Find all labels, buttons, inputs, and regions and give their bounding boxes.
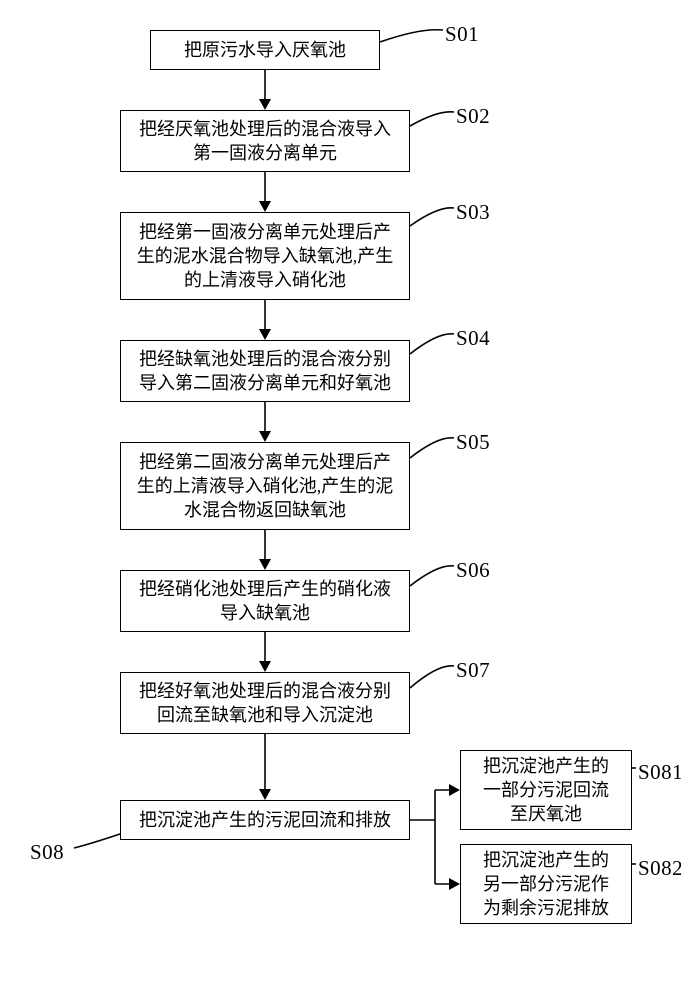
flow-node-n4: 把经缺氧池处理后的混合液分别 导入第二固液分离单元和好氧池 xyxy=(120,340,410,402)
node-text: 把经第二固液分离单元处理后产 生的上清液导入硝化池,产生的泥 水混合物返回缺氧池 xyxy=(137,450,394,523)
node-text: 把沉淀池产生的污泥回流和排放 xyxy=(139,808,391,832)
step-label-S02: S02 xyxy=(456,104,490,129)
flow-node-n1: 把原污水导入厌氧池 xyxy=(150,30,380,70)
flow-node-n3: 把经第一固液分离单元处理后产 生的泥水混合物导入缺氧池,产生 的上清液导入硝化池 xyxy=(120,212,410,300)
flow-node-n6: 把经硝化池处理后产生的硝化液 导入缺氧池 xyxy=(120,570,410,632)
flowchart-canvas: 把原污水导入厌氧池 S01 把经厌氧池处理后的混合液导入 第一固液分离单元 S02 把经… xyxy=(0,0,681,1000)
node-text: 把沉淀池产生的 一部分污泥回流 至厌氧池 xyxy=(483,754,609,827)
flow-node-n5: 把经第二固液分离单元处理后产 生的上清液导入硝化池,产生的泥 水混合物返回缺氧池 xyxy=(120,442,410,530)
step-label-S07: S07 xyxy=(456,658,490,683)
flow-node-n2: 把经厌氧池处理后的混合液导入 第一固液分离单元 xyxy=(120,110,410,172)
step-label-S04: S04 xyxy=(456,326,490,351)
node-text: 把经厌氧池处理后的混合液导入 第一固液分离单元 xyxy=(139,117,391,166)
node-text: 把经好氧池处理后的混合液分别 回流至缺氧池和导入沉淀池 xyxy=(139,679,391,728)
node-text: 把沉淀池产生的 另一部分污泥作 为剩余污泥排放 xyxy=(483,848,609,921)
step-label-S05: S05 xyxy=(456,430,490,455)
step-label-S03: S03 xyxy=(456,200,490,225)
node-text: 把原污水导入厌氧池 xyxy=(184,38,346,62)
step-label-S01: S01 xyxy=(445,22,479,47)
flow-node-n7: 把经好氧池处理后的混合液分别 回流至缺氧池和导入沉淀池 xyxy=(120,672,410,734)
flow-node-n81: 把沉淀池产生的 一部分污泥回流 至厌氧池 xyxy=(460,750,632,830)
step-label-S081: S081 xyxy=(638,760,681,785)
node-text: 把经缺氧池处理后的混合液分别 导入第二固液分离单元和好氧池 xyxy=(139,347,391,396)
flow-node-n8: 把沉淀池产生的污泥回流和排放 xyxy=(120,800,410,840)
step-label-S082: S082 xyxy=(638,856,681,881)
step-label-S06: S06 xyxy=(456,558,490,583)
flow-node-n82: 把沉淀池产生的 另一部分污泥作 为剩余污泥排放 xyxy=(460,844,632,924)
node-text: 把经第一固液分离单元处理后产 生的泥水混合物导入缺氧池,产生 的上清液导入硝化池 xyxy=(137,220,394,293)
step-label-S08: S08 xyxy=(30,840,64,865)
node-text: 把经硝化池处理后产生的硝化液 导入缺氧池 xyxy=(139,577,391,626)
